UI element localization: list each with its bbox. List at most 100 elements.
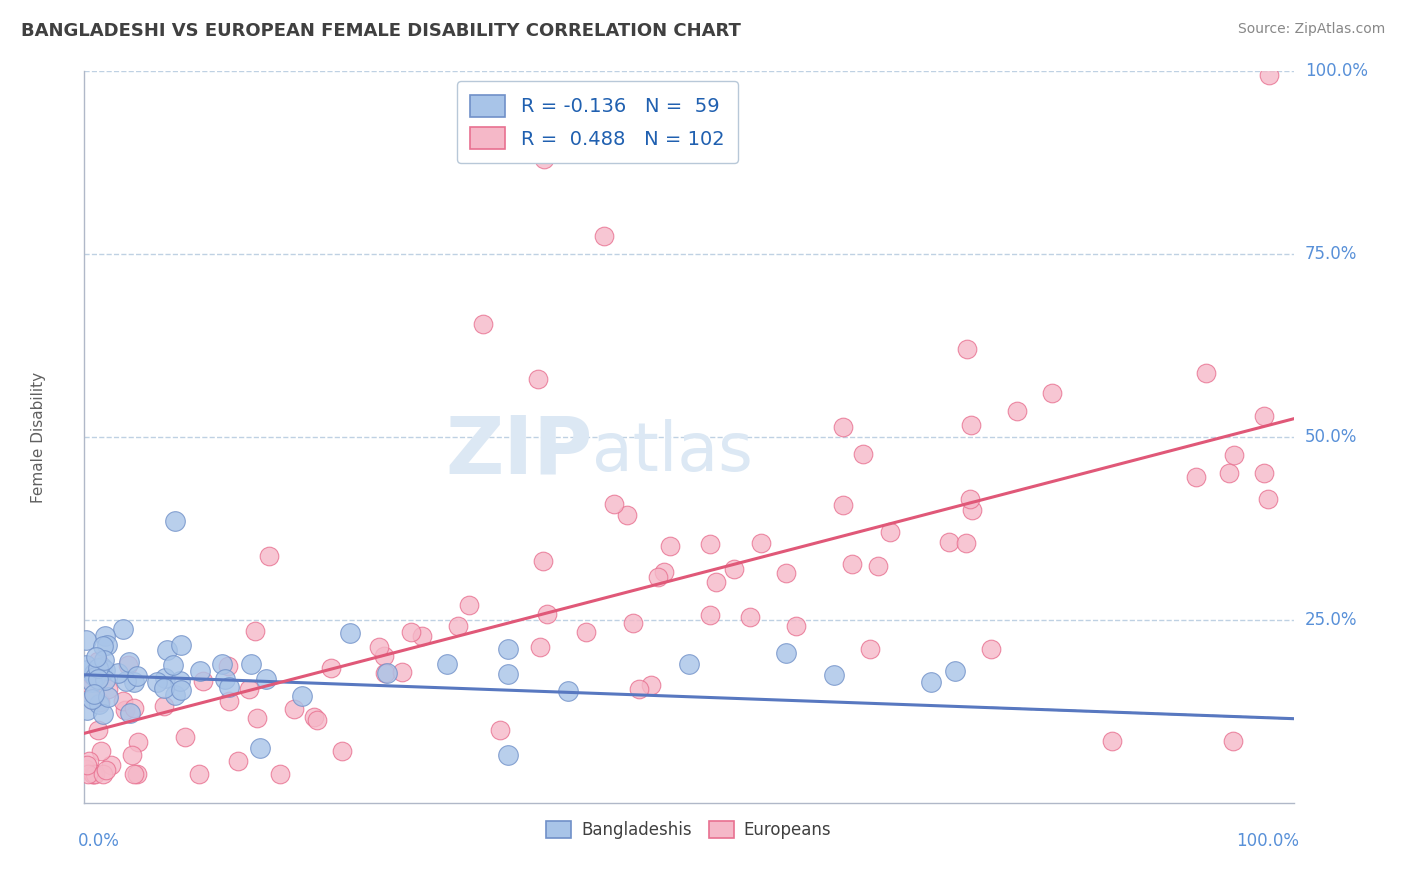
Point [115,674,138,689]
Point [156,642,179,657]
Point [852,447,875,461]
Text: 100.0%: 100.0% [1236,832,1299,850]
Point [153,681,176,696]
Point [616,508,638,522]
Point [169,673,191,688]
Point [1222,733,1244,747]
Point [330,744,353,758]
Point [257,549,280,563]
Point [529,640,551,654]
Point [960,503,983,517]
Point [866,559,889,574]
Point [87,654,110,668]
Point [496,642,519,657]
Point [75,674,97,689]
Point [94,673,117,687]
Point [84,766,107,780]
Point [457,599,479,613]
Point [527,371,550,385]
Point [291,690,314,704]
Point [112,623,135,637]
Point [785,619,807,633]
Point [955,536,977,550]
Point [82,766,104,780]
Point [1223,448,1246,462]
Point [603,497,626,511]
Point [841,558,863,572]
Point [87,698,110,712]
Point [1218,466,1240,480]
Point [125,766,148,780]
Point [859,642,882,657]
Point [254,672,277,686]
Point [1040,386,1063,401]
Point [283,702,305,716]
Point [75,762,97,776]
Legend: Bangladeshis, Europeans: Bangladeshis, Europeans [540,814,838,846]
Point [165,514,187,528]
Point [76,703,98,717]
Point [436,657,458,671]
Point [87,661,110,675]
Point [162,658,184,673]
Point [1257,491,1279,506]
Point [117,658,139,673]
Point [699,537,721,551]
Point [368,640,391,654]
Point [75,657,97,672]
Point [127,735,149,749]
Point [174,730,197,744]
Point [472,317,495,331]
Point [93,639,115,653]
Point [240,657,263,671]
Point [246,711,269,725]
Point [112,694,135,708]
Point [375,665,398,680]
Point [155,671,177,685]
Point [122,675,145,690]
Point [90,660,112,674]
Point [97,690,120,704]
Text: 50.0%: 50.0% [1305,428,1357,446]
Point [723,562,745,576]
Text: 75.0%: 75.0% [1305,245,1357,263]
Point [832,420,855,434]
Point [621,616,644,631]
Point [943,664,966,678]
Point [122,701,145,715]
Point [489,723,512,738]
Point [96,763,118,777]
Point [704,574,727,589]
Point [575,625,598,640]
Point [90,744,112,758]
Point [75,633,97,648]
Point [211,657,233,671]
Point [238,681,260,696]
Point [114,703,136,717]
Point [93,653,115,667]
Point [249,740,271,755]
Point [531,554,554,568]
Point [658,539,681,553]
Point [1101,733,1123,747]
Point [146,675,169,690]
Point [269,766,291,780]
Point [980,642,1002,657]
Point [80,675,103,690]
Point [373,648,395,663]
Text: atlas: atlas [592,418,754,484]
Point [191,674,214,689]
Point [593,228,616,243]
Point [319,660,342,674]
Point [91,707,114,722]
Text: 0.0%: 0.0% [79,832,120,850]
Point [214,672,236,686]
Text: ZIP: ZIP [444,413,592,491]
Point [496,748,519,763]
Point [1185,469,1208,483]
Point [82,766,104,780]
Point [100,757,122,772]
Point [959,491,981,506]
Point [218,694,240,708]
Text: 25.0%: 25.0% [1305,611,1357,629]
